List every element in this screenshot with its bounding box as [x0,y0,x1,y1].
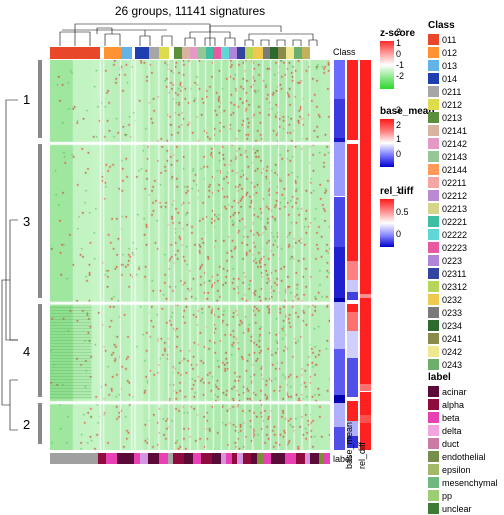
legend-item: 0212 [428,98,502,111]
legend-item: endothelial [428,450,502,463]
legend-item: alpha [428,398,502,411]
row-cluster-labels: 1 3 4 2 [23,60,47,450]
legend-item: duct [428,437,502,450]
legend-item: delta [428,424,502,437]
legend-item: 012 [428,46,502,59]
side-class-column [334,60,345,450]
legend-item: 02212 [428,189,502,202]
legend-item: 02143 [428,150,502,163]
legend-item: epsilon [428,463,502,476]
class-legend: Class 0110120130140211021202130214102142… [428,20,502,371]
heatmap-body [50,60,330,450]
legend-item: 0234 [428,319,502,332]
legend-item: 02311 [428,267,502,280]
legend-item: 0233 [428,306,502,319]
legend-item: 0242 [428,345,502,358]
legend-item: pp [428,489,502,502]
legend-item: 0241 [428,332,502,345]
side-base-column [347,60,358,450]
legend-item: 02221 [428,215,502,228]
label-track [50,453,330,464]
zscore-scale: z-score 210-1-2 [380,28,420,89]
legend-item: 0223 [428,254,502,267]
legend-item: 011 [428,33,502,46]
legend-item: 02223 [428,241,502,254]
legend-item: 02211 [428,176,502,189]
legend-item: acinar [428,385,502,398]
row-dendrogram [0,60,18,450]
legend-item: 013 [428,59,502,72]
side-base-label: base_mean [344,422,354,469]
legend-item: 02141 [428,124,502,137]
legend-item: 0211 [428,85,502,98]
row-cluster-label: 3 [23,214,30,229]
legend-item: 02213 [428,202,502,215]
legend-item: 02144 [428,163,502,176]
chart-title: 26 groups, 11141 signatures [50,4,330,18]
legend-item: 0243 [428,358,502,371]
legend-item: 02312 [428,280,502,293]
legend-item: 02142 [428,137,502,150]
side-rel-label: rel_diff [357,442,367,469]
legend-item: 02222 [428,228,502,241]
column-dendrogram [50,18,330,46]
column-class-track [50,47,330,59]
row-cluster-label: 2 [23,417,30,432]
label-legend: label acinaralphabetadeltaductendothelia… [428,372,502,515]
legend-item: mesenchymal [428,476,502,489]
column-class-label: Class [333,47,356,57]
legend-item: beta [428,411,502,424]
row-cluster-label: 1 [23,92,30,107]
basemean-scale: base_mean 3210 [380,106,420,167]
legend-item: 0213 [428,111,502,124]
side-rel-column [360,60,371,450]
legend-item: 014 [428,72,502,85]
legend-item: 0232 [428,293,502,306]
row-cluster-label: 4 [23,344,30,359]
reldiff-scale: rel_diff 10.50 [380,186,420,247]
